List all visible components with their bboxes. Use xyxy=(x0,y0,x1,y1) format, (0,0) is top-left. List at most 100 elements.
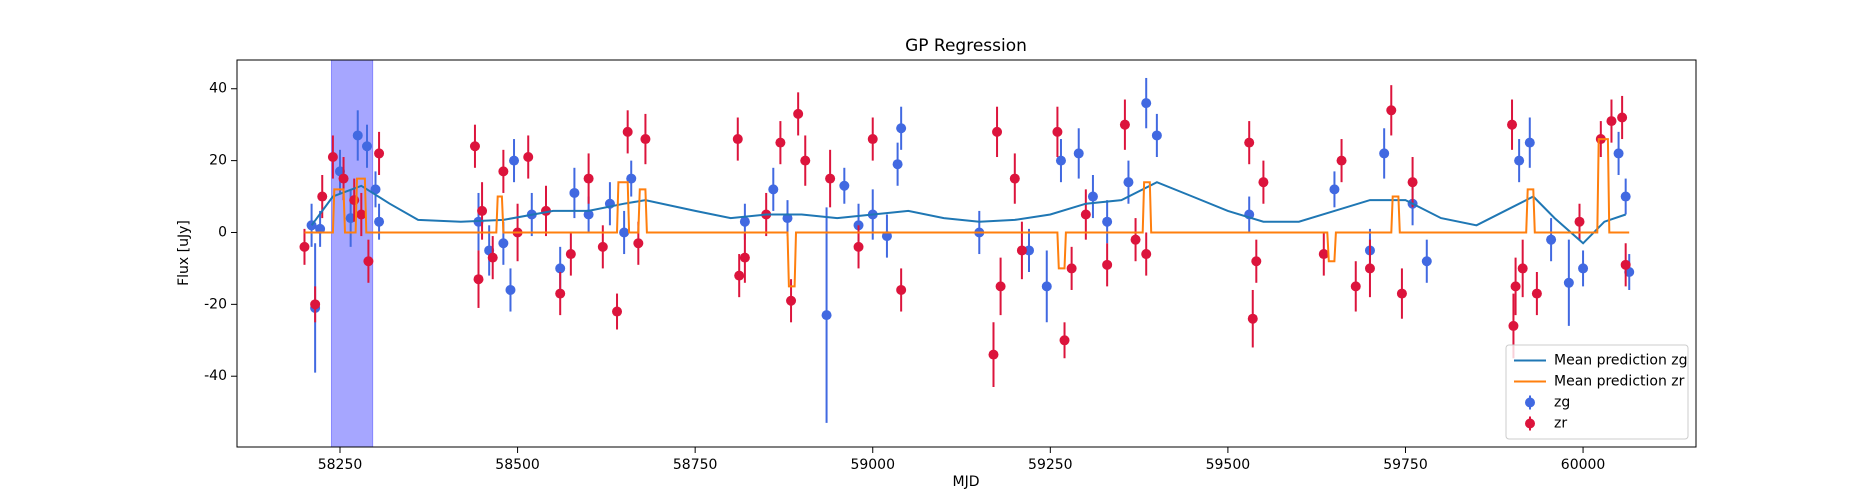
data-point xyxy=(988,349,999,360)
x-tick-label: 59750 xyxy=(1383,457,1428,473)
data-point xyxy=(315,223,326,234)
y-tick-label: -40 xyxy=(204,368,227,384)
data-point xyxy=(1318,249,1329,260)
data-point xyxy=(1574,216,1585,227)
data-point xyxy=(1524,137,1535,148)
data-point xyxy=(1151,130,1162,141)
data-point xyxy=(1141,249,1152,260)
legend-marker xyxy=(1525,418,1535,429)
data-point xyxy=(786,295,797,306)
data-point xyxy=(477,205,488,216)
data-point xyxy=(356,209,367,220)
data-point xyxy=(1379,148,1390,159)
legend-label: zr xyxy=(1554,416,1567,432)
data-point xyxy=(370,184,381,195)
data-point xyxy=(1407,177,1418,188)
data-point xyxy=(1620,259,1631,270)
data-point xyxy=(1244,137,1255,148)
data-point xyxy=(768,184,779,195)
x-tick-label: 59250 xyxy=(1028,457,1073,473)
data-point xyxy=(1016,245,1027,256)
data-point xyxy=(1258,177,1269,188)
data-point xyxy=(583,209,594,220)
prediction-line xyxy=(304,138,1630,288)
y-tick-label: 0 xyxy=(218,224,227,240)
data-point xyxy=(825,173,836,184)
data-point xyxy=(1251,256,1262,267)
data-point xyxy=(1055,155,1066,166)
data-point xyxy=(821,310,832,321)
x-tick-label: 59500 xyxy=(1206,457,1251,473)
data-point xyxy=(327,152,338,163)
data-point xyxy=(345,213,356,224)
data-point xyxy=(734,270,745,281)
data-point xyxy=(1386,105,1397,116)
data-point xyxy=(1613,148,1624,159)
data-point xyxy=(1247,313,1258,324)
data-point xyxy=(317,191,328,202)
data-point xyxy=(1141,98,1152,109)
data-point xyxy=(352,130,363,141)
y-tick-label: 20 xyxy=(209,153,227,169)
data-point xyxy=(739,216,750,227)
data-point xyxy=(597,241,608,252)
legend-box xyxy=(1505,344,1689,440)
data-point xyxy=(349,195,360,206)
data-point xyxy=(363,256,374,267)
data-point xyxy=(1052,126,1063,137)
x-tick-label: 58250 xyxy=(318,457,363,473)
data-point xyxy=(626,173,637,184)
data-point xyxy=(839,180,850,191)
data-point xyxy=(640,134,651,145)
x-tick-label: 58750 xyxy=(673,457,718,473)
data-point xyxy=(1066,263,1077,274)
data-point xyxy=(793,108,804,119)
data-point xyxy=(1514,155,1525,166)
data-point xyxy=(1396,288,1407,299)
plot-area xyxy=(299,60,1635,447)
legend-label: Mean prediction zr xyxy=(1554,374,1685,390)
data-point xyxy=(1508,320,1519,331)
data-point xyxy=(1009,173,1020,184)
data-point xyxy=(487,252,498,263)
data-point xyxy=(374,148,385,159)
data-point xyxy=(469,141,480,152)
chart-title: GP Regression xyxy=(905,36,1027,56)
data-point xyxy=(361,141,372,152)
legend-label: Mean prediction zg xyxy=(1554,353,1688,369)
data-point xyxy=(1080,209,1091,220)
data-point xyxy=(565,249,576,260)
data-point xyxy=(612,306,623,317)
data-point xyxy=(732,134,743,145)
data-point xyxy=(782,213,793,224)
data-point xyxy=(1102,259,1113,270)
axes-frame xyxy=(236,59,1697,448)
data-point xyxy=(1123,177,1134,188)
data-point xyxy=(1546,234,1557,245)
data-point xyxy=(310,299,321,310)
data-point xyxy=(896,123,907,134)
data-point xyxy=(622,126,633,137)
y-tick-label: 40 xyxy=(209,81,227,97)
data-point xyxy=(1578,263,1589,274)
data-point xyxy=(1507,119,1518,130)
data-point xyxy=(775,137,786,148)
data-point xyxy=(892,159,903,170)
data-point xyxy=(299,241,310,252)
data-point xyxy=(867,134,878,145)
data-point xyxy=(992,126,1003,137)
data-point xyxy=(1510,281,1521,292)
data-point xyxy=(995,281,1006,292)
legend-label: zg xyxy=(1554,395,1570,411)
data-point xyxy=(1087,191,1098,202)
data-point xyxy=(569,187,580,198)
data-point xyxy=(1329,184,1340,195)
data-point xyxy=(1041,281,1052,292)
data-point xyxy=(1620,191,1631,202)
data-point xyxy=(498,238,509,249)
x-axis-label: MJD xyxy=(953,474,980,490)
data-point xyxy=(1059,335,1070,346)
data-point xyxy=(1563,277,1574,288)
y-tick-label: -20 xyxy=(204,296,227,312)
